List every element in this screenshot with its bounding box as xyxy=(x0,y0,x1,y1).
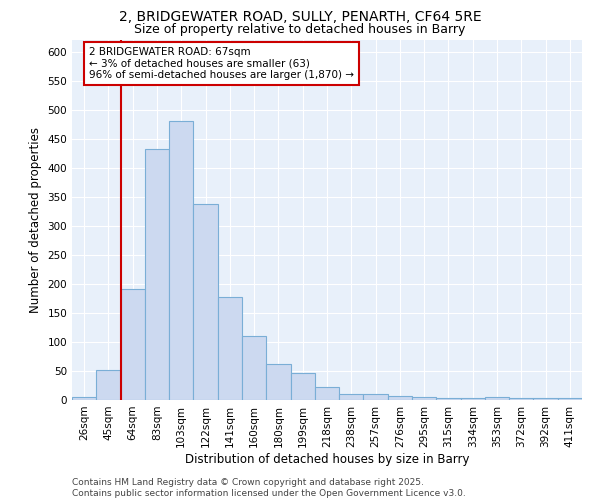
Text: Size of property relative to detached houses in Barry: Size of property relative to detached ho… xyxy=(134,22,466,36)
Bar xyxy=(145,149,169,400)
Bar xyxy=(242,336,266,400)
Bar xyxy=(121,288,145,400)
Bar xyxy=(485,397,509,400)
Bar xyxy=(96,370,121,400)
Bar xyxy=(218,296,242,400)
Text: 2, BRIDGEWATER ROAD, SULLY, PENARTH, CF64 5RE: 2, BRIDGEWATER ROAD, SULLY, PENARTH, CF6… xyxy=(119,10,481,24)
Bar xyxy=(193,204,218,400)
Bar xyxy=(339,394,364,400)
Bar xyxy=(72,397,96,400)
Bar xyxy=(436,398,461,400)
Bar xyxy=(315,386,339,400)
Bar xyxy=(558,398,582,400)
Y-axis label: Number of detached properties: Number of detached properties xyxy=(29,127,42,313)
Bar xyxy=(461,398,485,400)
Bar xyxy=(290,372,315,400)
Bar xyxy=(364,394,388,400)
Bar xyxy=(412,396,436,400)
Bar xyxy=(388,396,412,400)
Text: Contains HM Land Registry data © Crown copyright and database right 2025.
Contai: Contains HM Land Registry data © Crown c… xyxy=(72,478,466,498)
Text: 2 BRIDGEWATER ROAD: 67sqm
← 3% of detached houses are smaller (63)
96% of semi-d: 2 BRIDGEWATER ROAD: 67sqm ← 3% of detach… xyxy=(89,47,354,80)
Bar xyxy=(509,398,533,400)
Bar xyxy=(169,120,193,400)
Bar xyxy=(533,398,558,400)
Bar xyxy=(266,364,290,400)
X-axis label: Distribution of detached houses by size in Barry: Distribution of detached houses by size … xyxy=(185,452,469,466)
